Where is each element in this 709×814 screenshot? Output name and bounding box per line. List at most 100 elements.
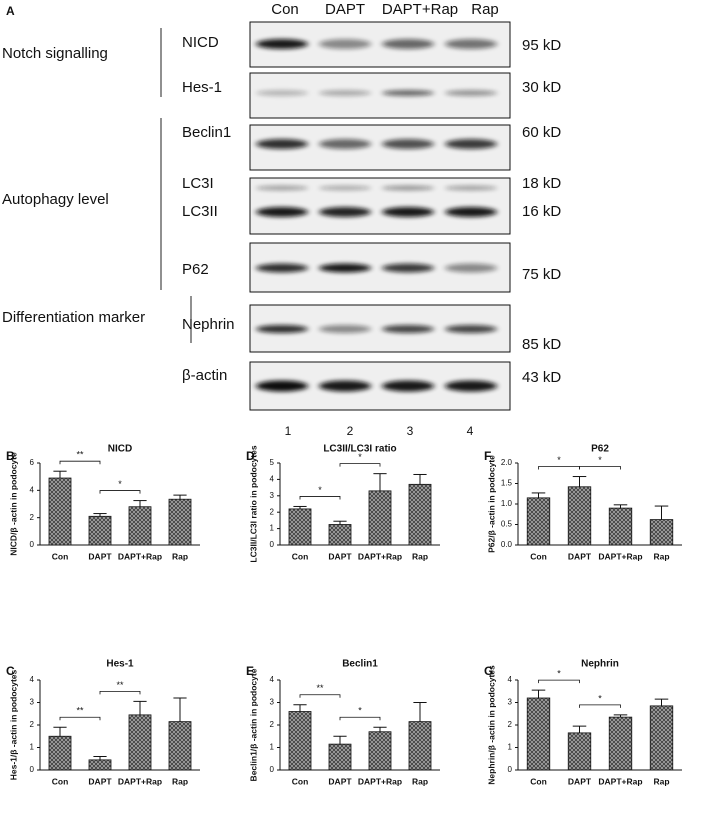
blot-band xyxy=(382,263,434,273)
y-tick-label: 4 xyxy=(270,475,275,484)
significance-bracket xyxy=(299,496,341,500)
blot-band xyxy=(319,207,371,217)
significance-label: ** xyxy=(76,450,84,460)
bar xyxy=(88,515,112,546)
blot-band xyxy=(445,207,497,217)
blot-band xyxy=(256,325,308,333)
size-label: 60 kD xyxy=(522,124,561,141)
bar xyxy=(649,519,674,546)
chart-title: Hes-1 xyxy=(106,659,134,670)
significance-label: * xyxy=(557,455,561,465)
y-tick-label: 2 xyxy=(30,513,35,522)
size-label: 18 kD xyxy=(522,175,561,192)
x-tick-label: Con xyxy=(52,776,69,786)
y-tick-label: 4 xyxy=(30,485,35,494)
y-tick-label: 1 xyxy=(270,743,275,752)
x-tick-label: DAPT+Rap xyxy=(118,551,162,561)
x-tick-label: DAPT xyxy=(568,776,592,786)
blot-band xyxy=(382,185,434,191)
y-tick-label: 4 xyxy=(508,675,513,684)
x-tick-label: DAPT xyxy=(568,551,592,561)
significance-bracket xyxy=(339,716,381,721)
y-axis-label: P62/β -actin in podocyte xyxy=(486,455,496,553)
significance-bracket xyxy=(339,463,381,467)
bar xyxy=(48,477,72,546)
blot-band xyxy=(382,139,434,149)
size-label: 16 kD xyxy=(522,203,561,220)
significance-bracket xyxy=(538,466,580,470)
bar xyxy=(567,732,592,771)
blot-band xyxy=(445,185,497,191)
lane-label: Con xyxy=(271,1,299,18)
size-label: 85 kD xyxy=(522,336,561,353)
blot-band xyxy=(445,325,497,333)
blot-band xyxy=(445,380,497,392)
chart-title: NICD xyxy=(108,444,132,455)
bar xyxy=(526,697,551,771)
y-tick-label: 1.0 xyxy=(501,499,513,508)
blot-band xyxy=(382,325,434,333)
x-tick-label: Rap xyxy=(653,551,669,561)
bar xyxy=(328,524,352,546)
panel-letter: F xyxy=(484,449,491,463)
bar xyxy=(288,508,312,546)
significance-label: * xyxy=(557,669,561,679)
lane-number: 2 xyxy=(347,424,354,438)
y-tick-label: 0 xyxy=(508,765,513,774)
blot-band xyxy=(319,39,371,49)
chart-title: LC3II/LC3I ratio xyxy=(323,444,396,455)
blot-band xyxy=(256,263,308,273)
group-label: Differentiation marker xyxy=(2,309,145,326)
y-tick-label: 1.5 xyxy=(501,479,513,488)
blot-band xyxy=(382,90,434,96)
x-tick-label: DAPT+Rap xyxy=(118,776,162,786)
blot-band xyxy=(445,263,497,273)
significance-bracket xyxy=(299,694,341,698)
panel-letter: B xyxy=(6,449,15,463)
panel-letter: D xyxy=(246,449,255,463)
bar xyxy=(649,705,674,771)
lane-label: Rap xyxy=(471,1,499,18)
y-tick-label: 3 xyxy=(30,698,35,707)
y-axis-label: NICD/β -actin in podocyte xyxy=(8,452,18,556)
bar xyxy=(288,711,312,771)
y-tick-label: 0.5 xyxy=(501,520,513,529)
x-tick-label: Rap xyxy=(172,551,188,561)
significance-label: * xyxy=(598,455,602,465)
significance-label: ** xyxy=(76,706,84,716)
bar xyxy=(368,490,392,546)
significance-label: * xyxy=(318,485,322,495)
x-tick-label: Rap xyxy=(412,776,428,786)
protein-label: Beclin1 xyxy=(182,124,231,141)
lane-label: DAPT xyxy=(325,1,365,18)
bar xyxy=(328,743,352,771)
blot-band xyxy=(256,90,308,96)
x-tick-label: Rap xyxy=(653,776,669,786)
y-tick-label: 1 xyxy=(508,743,513,752)
protein-label: LC3II xyxy=(182,203,218,220)
significance-bracket xyxy=(59,716,101,721)
y-tick-label: 6 xyxy=(30,458,35,467)
blot-band xyxy=(445,90,497,96)
blot-band xyxy=(319,263,371,273)
bar xyxy=(567,486,592,546)
chart-title: Nephrin xyxy=(581,659,619,670)
blot-band xyxy=(319,185,371,191)
y-tick-label: 5 xyxy=(270,458,275,467)
bar xyxy=(168,498,192,546)
bar xyxy=(128,506,152,546)
protein-label: NICD xyxy=(182,34,219,51)
blot-band xyxy=(319,139,371,149)
significance-label: * xyxy=(358,452,362,462)
x-tick-label: DAPT+Rap xyxy=(358,776,402,786)
significance-label: ** xyxy=(116,680,124,690)
bar xyxy=(128,714,152,771)
blot-band xyxy=(319,325,371,333)
blot-band xyxy=(256,39,308,49)
y-axis-label: Beclin1/β -actin in podocyte xyxy=(248,668,258,781)
blot-band xyxy=(445,139,497,149)
blot-band xyxy=(382,380,434,392)
x-tick-label: DAPT xyxy=(88,776,112,786)
y-tick-label: 2.0 xyxy=(501,458,513,467)
